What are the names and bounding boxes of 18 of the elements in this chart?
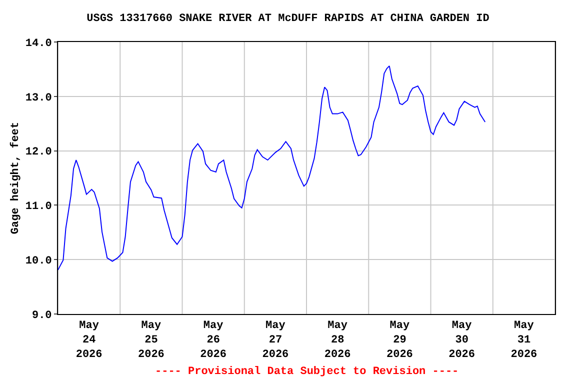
line-series (58, 65, 486, 270)
x-tick-label: May 24 2026 (76, 320, 102, 361)
x-tick-label: May 25 2026 (138, 320, 164, 361)
x-tick-label: May 28 2026 (324, 320, 351, 361)
y-tick-label: 13.0 (25, 92, 52, 104)
y-tick-label: 9.0 (32, 310, 52, 322)
text: ---- Provisional Data Subject to Revision ---- (155, 366, 459, 378)
x-tick-label: May 26 2026 (200, 320, 227, 361)
y-tick-label: 12.0 (25, 146, 52, 159)
y-tick-label: 10.0 (25, 255, 52, 268)
y-axis-title: Gage height, feet (9, 122, 22, 234)
x-tick-label: May 30 2026 (448, 320, 476, 361)
y-tick-label: 14.0 (25, 38, 52, 50)
chart-title: USGS 13317660 SNAKE RIVER AT McDUFF RAPIDS AT CHINA GARDEN ID (86, 13, 490, 26)
x-tick-label: May 29 2026 (386, 320, 413, 361)
y-tick-label: 11.0 (25, 201, 52, 214)
x-tick-label: May 27 2026 (262, 320, 289, 361)
x-tick-label: May 31 2026 (510, 320, 538, 361)
